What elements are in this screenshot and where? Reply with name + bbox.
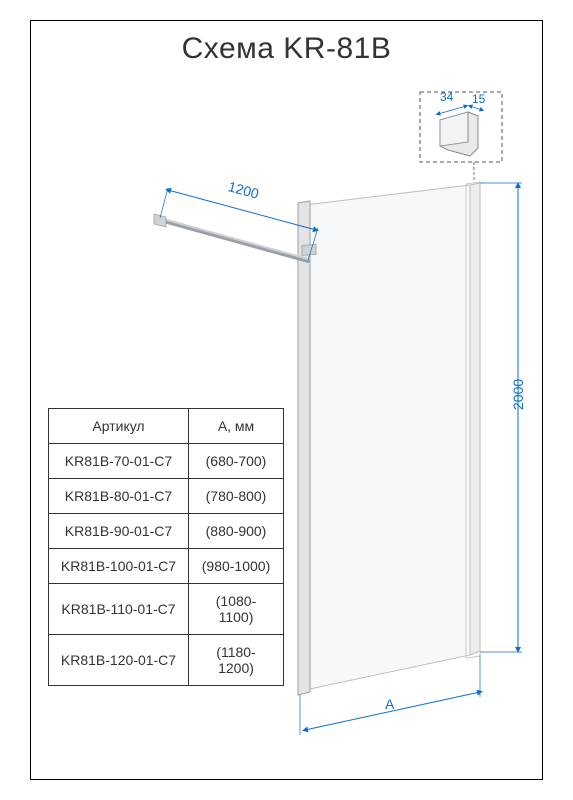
panel-edge-right [470,183,480,655]
wall-bracket [154,214,166,227]
detail-dim-a: 34 [440,90,453,104]
profile-detail [438,106,482,156]
dim-height-label: 2000 [510,379,526,410]
wall-profile [298,201,310,695]
product-diagram: 1200 2000 A 34 15 [150,90,550,770]
support-bar [160,220,308,261]
page-title: Схема KR-81B [0,32,573,66]
detail-dim-b: 15 [472,92,485,106]
glass-panel [305,185,470,690]
bar-bracket [302,244,316,255]
dim-width-label: A [385,696,394,712]
